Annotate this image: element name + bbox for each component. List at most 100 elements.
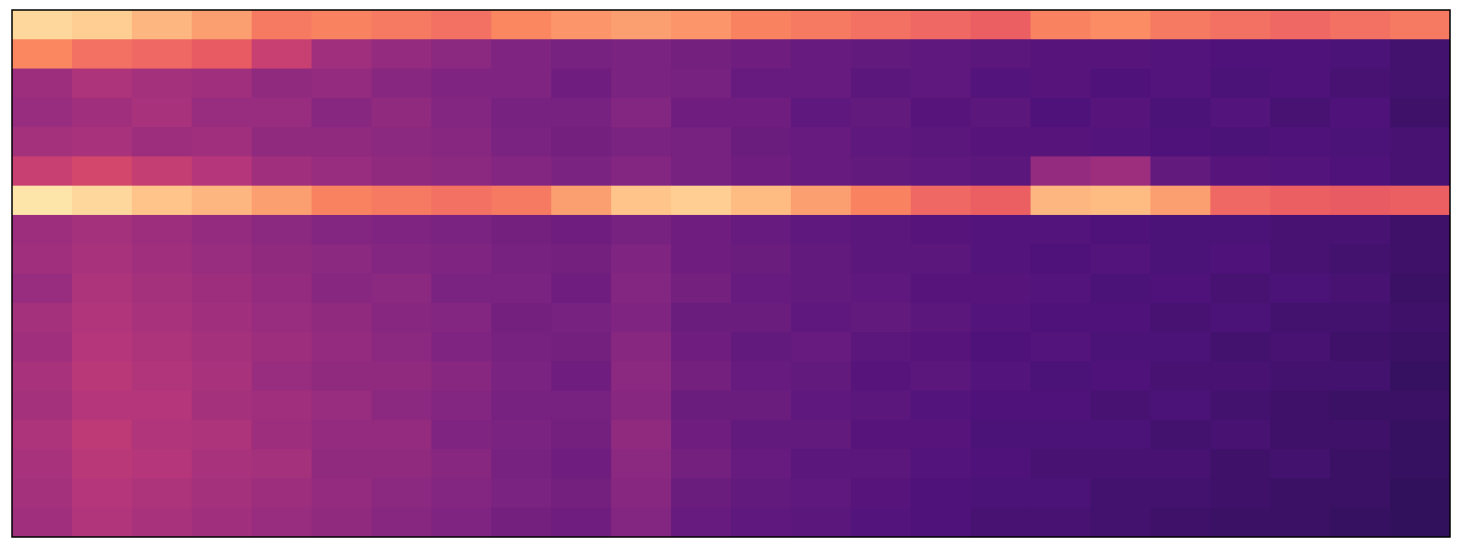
heatmap-cell [551, 127, 612, 157]
heatmap-cell [551, 214, 612, 245]
heatmap-cell [491, 302, 552, 333]
heatmap-cell [131, 390, 193, 421]
heatmap-cell [371, 419, 432, 450]
heatmap-cell [311, 156, 372, 187]
heatmap-cell [611, 68, 672, 99]
heatmap-cell [551, 10, 612, 40]
heatmap-cell [251, 39, 313, 70]
heatmap-cell [970, 273, 1032, 304]
heatmap-cell [790, 361, 852, 392]
heatmap-cell [671, 127, 732, 157]
heatmap-cell [371, 244, 432, 274]
heatmap-cell [491, 449, 552, 479]
heatmap-cell [1030, 507, 1091, 538]
heatmap-cell [1390, 244, 1451, 274]
heatmap-cell [311, 361, 372, 392]
heatmap-cell [970, 449, 1032, 479]
heatmap-cell [731, 302, 792, 333]
heatmap-cell [1210, 68, 1271, 99]
heatmap-cell [191, 214, 253, 245]
heatmap-cell [1390, 507, 1451, 538]
heatmap-cell [671, 68, 732, 99]
heatmap-cell [1150, 39, 1211, 70]
heatmap-cell [71, 10, 133, 40]
heatmap-cell [1390, 214, 1451, 245]
heatmap-cell [191, 97, 253, 128]
heatmap-cell [611, 332, 672, 362]
heatmap-cell [1330, 361, 1391, 392]
heatmap-cell [1090, 244, 1151, 274]
heatmap-cell [1150, 332, 1211, 362]
heatmap-cell [1150, 68, 1211, 99]
heatmap-cell [251, 127, 313, 157]
heatmap-cell [790, 185, 852, 216]
heatmap-cell [1030, 478, 1091, 509]
heatmap-cell [671, 478, 732, 509]
heatmap-cell [491, 478, 552, 509]
heatmap-cell [790, 214, 852, 245]
heatmap-cell [1330, 419, 1391, 450]
heatmap-cell [71, 97, 133, 128]
heatmap-cell [1150, 244, 1211, 274]
heatmap-cell [191, 390, 253, 421]
heatmap-cell [850, 244, 912, 274]
heatmap-cell [910, 214, 972, 245]
heatmap-cell [1210, 419, 1271, 450]
heatmap-cell [1210, 244, 1271, 274]
heatmap-cell [371, 39, 432, 70]
heatmap-cell [1090, 273, 1151, 304]
heatmap-cell [1210, 478, 1271, 509]
heatmap-cell [12, 10, 73, 40]
heatmap-cell [191, 185, 253, 216]
heatmap-cell [910, 156, 972, 187]
heatmap-cell [311, 244, 372, 274]
heatmap-cell [1330, 185, 1391, 216]
heatmap-cell [311, 507, 372, 538]
heatmap-cell [131, 419, 193, 450]
heatmap-cell [431, 390, 492, 421]
heatmap-cell [611, 390, 672, 421]
heatmap-cell [1390, 68, 1451, 99]
heatmap-cell [131, 39, 193, 70]
heatmap-cell [790, 68, 852, 99]
heatmap-cell [970, 97, 1032, 128]
heatmap-cell [1330, 273, 1391, 304]
heatmap-cell [1210, 507, 1271, 538]
heatmap-cell [1090, 39, 1151, 70]
heatmap-cell [1270, 39, 1331, 70]
heatmap-cell [1090, 449, 1151, 479]
heatmap-cell [251, 361, 313, 392]
heatmap-cell [1390, 273, 1451, 304]
heatmap-cell [790, 419, 852, 450]
heatmap-cell [371, 156, 432, 187]
heatmap-cell [1330, 332, 1391, 362]
heatmap-cell [131, 97, 193, 128]
heatmap-cell [371, 127, 432, 157]
heatmap-cell [731, 507, 792, 538]
heatmap-cell [611, 127, 672, 157]
heatmap-cell [850, 449, 912, 479]
heatmap-cell [850, 39, 912, 70]
heatmap-cell [970, 244, 1032, 274]
heatmap-cell [1270, 127, 1331, 157]
heatmap-cell [731, 390, 792, 421]
heatmap-cell [790, 244, 852, 274]
heatmap-cell [671, 449, 732, 479]
heatmap-cell [1390, 127, 1451, 157]
heatmap-cell [251, 10, 313, 40]
heatmap-cell [1210, 332, 1271, 362]
heatmap-cell [850, 97, 912, 128]
heatmap-cell [1330, 156, 1391, 187]
heatmap-cell [850, 127, 912, 157]
heatmap-cell [131, 507, 193, 538]
heatmap-cell [71, 361, 133, 392]
heatmap-cell [970, 10, 1032, 40]
heatmap-cell [431, 156, 492, 187]
heatmap-cell [131, 302, 193, 333]
heatmap-cell [1030, 156, 1091, 187]
heatmap-cell [970, 214, 1032, 245]
heatmap-cell [1210, 390, 1271, 421]
heatmap-cell [311, 332, 372, 362]
heatmap-cell [191, 332, 253, 362]
heatmap-cell [910, 273, 972, 304]
